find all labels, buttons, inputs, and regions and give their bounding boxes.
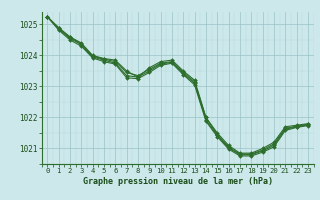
X-axis label: Graphe pression niveau de la mer (hPa): Graphe pression niveau de la mer (hPa) [83,177,273,186]
